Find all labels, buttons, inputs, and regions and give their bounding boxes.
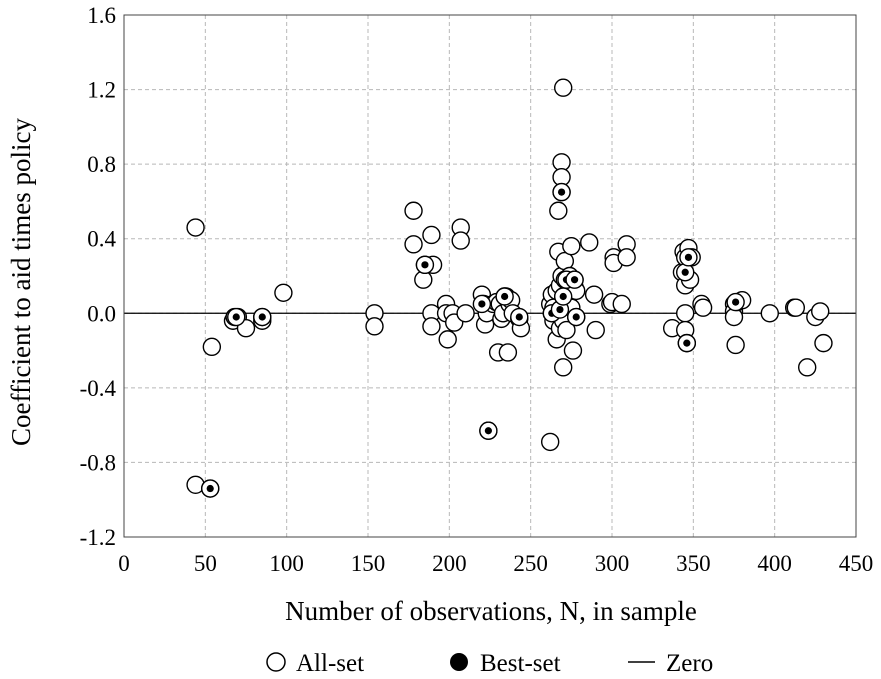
all-set-point bbox=[554, 78, 573, 97]
best-set-point bbox=[478, 300, 486, 308]
best-set-point bbox=[570, 276, 579, 284]
best-set-point bbox=[515, 313, 523, 321]
all-set-point bbox=[586, 320, 605, 340]
y-tick-label: 1.6 bbox=[87, 3, 116, 28]
all-set-point bbox=[676, 304, 695, 323]
grid bbox=[124, 15, 856, 537]
y-tick-labels: -1.2 -0.8 -0.4 0.0 0.4 0.8 1.2 1.6 bbox=[80, 3, 117, 550]
all-set-point bbox=[693, 298, 713, 317]
y-tick-label: 0.8 bbox=[87, 152, 116, 177]
all-set-point bbox=[580, 233, 599, 252]
all-set-point bbox=[563, 341, 583, 360]
all-set-point bbox=[422, 317, 441, 336]
y-axis-label: Coefficient to aid times policy bbox=[6, 118, 36, 446]
best-set-point bbox=[258, 313, 266, 321]
best-set-point bbox=[501, 292, 509, 301]
x-tick-label: 300 bbox=[595, 551, 630, 576]
series-all-set bbox=[186, 78, 833, 498]
best-set-point bbox=[557, 188, 566, 196]
all-set-point bbox=[186, 218, 205, 237]
all-set-point bbox=[202, 337, 222, 357]
x-tick-label: 50 bbox=[194, 551, 217, 576]
all-set-point bbox=[612, 294, 631, 314]
y-tick-label: -0.4 bbox=[80, 376, 117, 401]
plot-frame bbox=[123, 14, 857, 538]
all-set-point bbox=[554, 358, 573, 377]
x-tick-label: 0 bbox=[118, 551, 130, 576]
x-tick-label: 200 bbox=[432, 551, 467, 576]
x-tick-label: 450 bbox=[839, 551, 874, 576]
all-set-point bbox=[814, 333, 833, 353]
all-set-point bbox=[584, 285, 604, 304]
best-set-point bbox=[572, 313, 580, 321]
y-tick-label: -1.2 bbox=[80, 525, 116, 550]
best-set-point bbox=[559, 292, 567, 301]
all-set-point bbox=[422, 225, 441, 245]
all-set-point bbox=[557, 320, 576, 340]
all-set-point bbox=[798, 358, 817, 377]
best-set-point bbox=[206, 484, 214, 493]
legend: All-set Best-set Zero bbox=[266, 650, 713, 677]
best-set-point bbox=[683, 339, 691, 347]
best-set-point bbox=[421, 261, 429, 269]
all-set-point bbox=[549, 201, 568, 220]
all-set-point bbox=[811, 302, 830, 321]
x-axis-label: Number of observations, N, in sample bbox=[285, 596, 697, 626]
legend-zero-label: Zero bbox=[666, 650, 713, 677]
y-tick-label: 1.2 bbox=[87, 78, 116, 103]
all-set-point bbox=[365, 317, 384, 336]
all-set-point bbox=[726, 335, 745, 355]
all-set-point bbox=[404, 201, 423, 220]
all-set-point bbox=[617, 248, 636, 267]
best-set-point bbox=[484, 427, 492, 435]
all-set-point bbox=[438, 330, 457, 349]
all-set-point bbox=[498, 343, 518, 362]
all-set-point bbox=[451, 231, 470, 250]
y-tick-label: 0.0 bbox=[87, 301, 116, 326]
legend-all-set-marker bbox=[266, 652, 286, 672]
legend-best-set-label: Best-set bbox=[480, 650, 561, 677]
best-set-point bbox=[732, 298, 740, 306]
best-set-point bbox=[556, 305, 564, 314]
x-tick-label: 250 bbox=[513, 551, 548, 576]
best-set-point bbox=[684, 253, 693, 261]
best-set-point bbox=[232, 313, 240, 321]
all-set-point bbox=[540, 432, 560, 452]
y-tick-label: 0.4 bbox=[87, 227, 116, 252]
all-set-point bbox=[760, 304, 779, 323]
series-best-set bbox=[201, 182, 745, 498]
x-tick-label: 400 bbox=[757, 551, 792, 576]
legend-best-set-marker bbox=[450, 653, 468, 671]
x-tick-label: 350 bbox=[676, 551, 711, 576]
x-tick-label: 150 bbox=[351, 551, 386, 576]
best-set-point bbox=[681, 268, 689, 276]
y-tick-label: -0.8 bbox=[80, 450, 116, 475]
x-tick-labels: 0 50 100 150 200 250 300 350 400 450 bbox=[118, 551, 873, 576]
all-set-point bbox=[456, 304, 475, 323]
legend-all-set-label: All-set bbox=[296, 650, 364, 677]
all-set-point bbox=[786, 298, 806, 317]
x-tick-label: 100 bbox=[269, 551, 304, 576]
all-set-point bbox=[404, 235, 423, 254]
all-set-point bbox=[274, 283, 293, 302]
all-set-point bbox=[562, 236, 581, 256]
